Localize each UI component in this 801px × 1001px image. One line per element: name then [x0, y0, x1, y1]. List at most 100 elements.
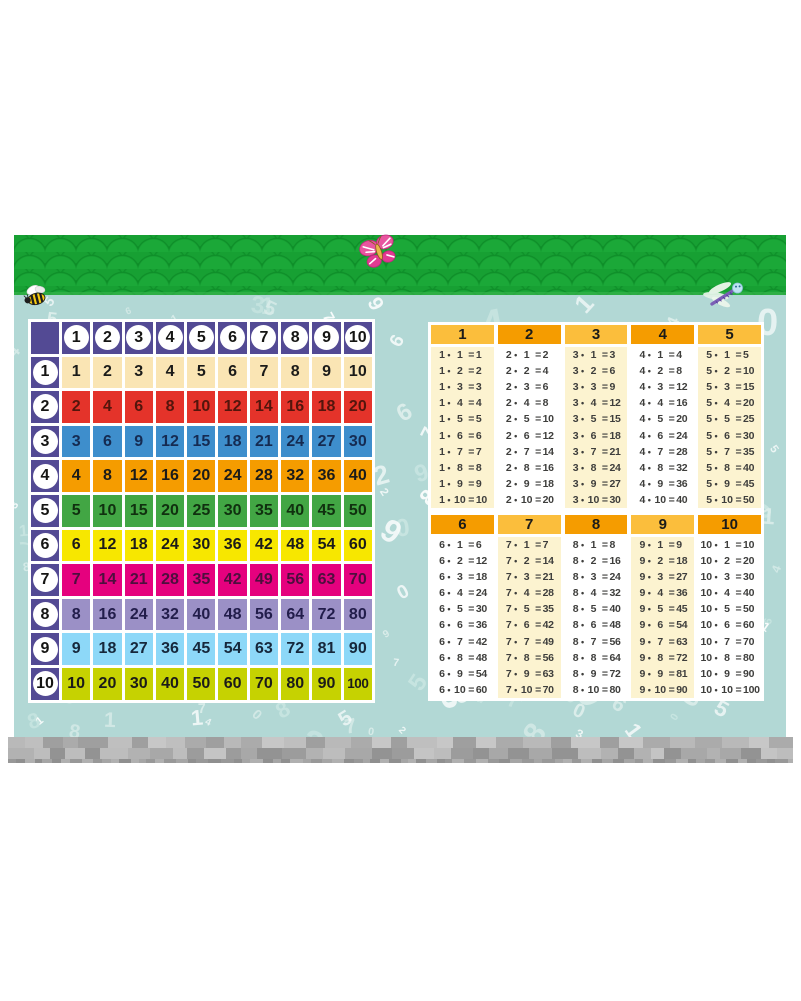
multiply-operator: • [714, 684, 718, 695]
product-value: 21 [542, 571, 554, 584]
brick [131, 737, 149, 748]
factor-b: 7 [523, 635, 530, 648]
equation-row: 6 • 5 = 30 [431, 601, 494, 617]
equation-column-header: 7 [497, 514, 561, 534]
product-value: 42 [475, 635, 487, 648]
equation-row: 10 • 5 = 50 [698, 601, 761, 617]
equals-sign: = [535, 349, 542, 362]
multiply-operator: • [580, 446, 585, 457]
product-value: 10 [743, 538, 755, 551]
equals-sign: = [735, 413, 742, 426]
equation-row: 6 • 7 = 42 [431, 634, 494, 650]
grid-cell: 30 [187, 529, 216, 562]
brick [250, 759, 264, 763]
multiply-operator: • [447, 668, 451, 679]
brick [8, 748, 34, 759]
product-value: 50 [743, 493, 755, 506]
grid-cell: 18 [312, 391, 341, 423]
factor-a: 2 [505, 477, 512, 490]
grid-cell: 7 [249, 356, 279, 389]
factor-b: 8 [657, 461, 664, 474]
equation-row: 10 • 4 = 40 [698, 585, 761, 601]
factor-b: 7 [456, 635, 463, 648]
equation-row: 7 • 7 = 49 [498, 634, 561, 650]
brick [634, 748, 651, 759]
equals-sign: = [601, 461, 609, 474]
grid-row-label: 3 [31, 425, 59, 458]
factor-b: 5 [456, 603, 463, 616]
factor-a: 3 [572, 445, 579, 458]
grid-cell: 28 [155, 564, 185, 596]
equals-sign: = [735, 555, 742, 568]
product-value: 3 [475, 381, 482, 394]
brick [495, 737, 523, 748]
brick [110, 759, 119, 763]
factor-b: 4 [523, 587, 530, 600]
equation-row: 9 • 1 = 9 [631, 537, 694, 553]
equation-row: 4 • 4 = 16 [631, 395, 694, 411]
multiply-operator: • [514, 668, 518, 679]
grid-cell: 18 [218, 425, 247, 458]
factor-b: 10 [721, 683, 733, 696]
brick [310, 759, 323, 763]
brick [570, 737, 600, 748]
brick [599, 737, 620, 748]
brick [400, 759, 409, 763]
brick [372, 737, 392, 748]
equation-row: 7 • 1 = 7 [498, 537, 561, 553]
factor-a: 8 [572, 651, 579, 664]
factor-a: 4 [639, 445, 646, 458]
product-value: 24 [676, 429, 688, 442]
grid-cell: 8 [281, 356, 310, 389]
background-digit: 2 [395, 725, 408, 737]
multiply-operator: • [647, 604, 651, 615]
equation-row: 10 • 9 = 90 [698, 666, 761, 682]
grid-cell: 54 [312, 529, 341, 562]
header-circle: 6 [32, 532, 58, 558]
grid-cell: 18 [93, 633, 122, 665]
factor-a: 1 [439, 461, 445, 474]
equation-column: 4 4 • 1 = 4 4 • 2 = 8 4 • 3 = 12 4 • 4 = 16 4 • 5 = 20 4 • 6 = 24 4 • 7 = 2… [631, 325, 695, 508]
grid-cell: 9 [124, 425, 153, 458]
factor-a: 7 [505, 555, 512, 568]
equals-sign: = [735, 477, 742, 490]
equation-row: 7 • 4 = 28 [498, 585, 561, 601]
equals-sign: = [735, 538, 742, 551]
factor-a: 7 [505, 538, 512, 551]
equation-row: 2 • 1 = 2 [498, 347, 561, 363]
multiply-operator: • [514, 366, 518, 377]
equals-sign: = [535, 571, 542, 584]
factor-a: 1 [439, 493, 445, 506]
factor-b: 1 [456, 538, 463, 551]
factor-a: 3 [572, 477, 579, 490]
multiply-operator: • [714, 556, 718, 567]
brick [351, 737, 373, 748]
factor-a: 2 [505, 381, 512, 394]
product-value: 9 [676, 538, 682, 551]
factor-b: 10 [454, 493, 466, 506]
factor-b: 3 [456, 571, 463, 584]
brick [416, 759, 427, 763]
grid-cell: 24 [155, 529, 185, 562]
product-value: 5 [475, 413, 482, 426]
grid-cell: 36 [312, 460, 341, 492]
equals-sign: = [735, 493, 742, 506]
equation-row: 6 • 6 = 36 [431, 617, 494, 633]
equation-row: 2 • 6 = 12 [498, 427, 561, 443]
grid-cell: 20 [93, 667, 122, 700]
brick [34, 748, 50, 759]
factor-a: 10 [700, 571, 713, 584]
product-value: 15 [609, 413, 621, 426]
factor-b: 2 [590, 365, 597, 378]
brick [362, 759, 371, 763]
brick [187, 759, 197, 763]
multiply-operator: • [447, 414, 451, 425]
factor-a: 6 [439, 619, 445, 632]
factor-b: 5 [657, 603, 664, 616]
equation-row: 8 • 4 = 32 [565, 585, 628, 601]
equals-sign: = [535, 381, 542, 394]
equals-sign: = [535, 555, 542, 568]
grid-cell: 5 [62, 494, 91, 527]
factor-b: 8 [456, 651, 463, 664]
product-value: 6 [542, 381, 549, 394]
